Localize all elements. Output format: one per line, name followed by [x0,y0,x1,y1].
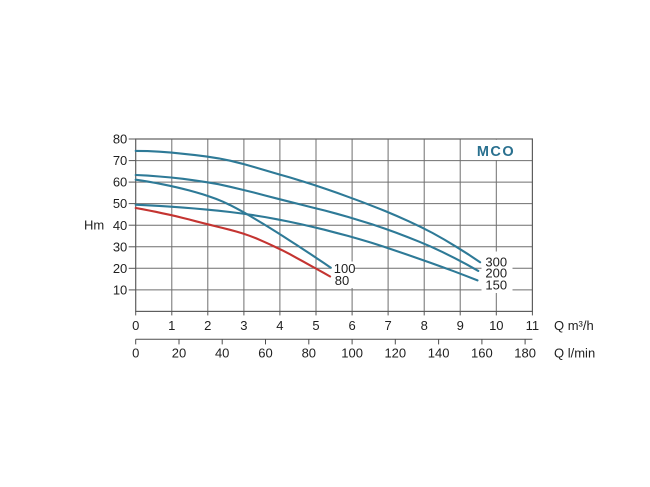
svg-text:Hm: Hm [84,218,104,233]
svg-text:40: 40 [113,218,127,233]
svg-text:6: 6 [348,318,355,333]
svg-text:30: 30 [113,239,127,254]
svg-text:20: 20 [172,346,186,361]
svg-text:200: 200 [485,265,507,280]
svg-text:11: 11 [526,318,540,333]
svg-text:40: 40 [215,346,229,361]
svg-text:120: 120 [384,346,406,361]
svg-text:100: 100 [341,346,363,361]
svg-text:70: 70 [113,153,127,168]
svg-text:80: 80 [335,273,349,288]
svg-text:0: 0 [132,346,139,361]
svg-text:180: 180 [514,346,536,361]
svg-text:4: 4 [276,318,283,333]
svg-text:140: 140 [428,346,450,361]
svg-text:160: 160 [471,346,493,361]
svg-text:300: 300 [485,255,507,270]
svg-text:150: 150 [485,277,507,292]
svg-text:60: 60 [258,346,272,361]
svg-text:2: 2 [204,318,211,333]
svg-text:0: 0 [132,318,139,333]
svg-text:9: 9 [457,318,464,333]
svg-text:7: 7 [384,318,391,333]
svg-text:Q l/min: Q l/min [554,346,595,361]
svg-text:5: 5 [312,318,319,333]
svg-text:100: 100 [334,261,356,276]
svg-text:60: 60 [113,175,127,190]
svg-text:80: 80 [113,132,127,147]
svg-text:10: 10 [113,283,127,298]
svg-text:1: 1 [168,318,175,333]
svg-text:MCO: MCO [477,144,515,160]
svg-text:20: 20 [113,261,127,276]
svg-text:50: 50 [113,196,127,211]
svg-text:Q m³/h: Q m³/h [554,318,594,333]
svg-text:3: 3 [240,318,247,333]
svg-text:80: 80 [302,346,316,361]
svg-text:8: 8 [421,318,428,333]
svg-text:10: 10 [489,318,503,333]
